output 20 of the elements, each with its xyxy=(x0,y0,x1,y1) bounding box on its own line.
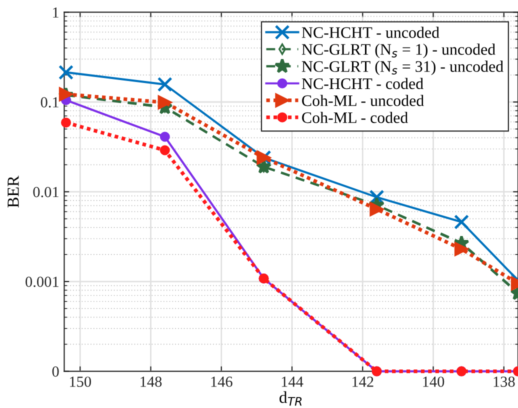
legend-label: Coh-ML - uncoded xyxy=(302,94,424,106)
legend-label: NC-HCHT - uncoded xyxy=(302,26,440,38)
legend-label: NC-HCHT - coded xyxy=(302,78,424,90)
y-tick-label: 0.01 xyxy=(33,186,58,198)
y-tick-label: 1 xyxy=(53,7,58,18)
legend-label: NC-GLRT (N$_{s}$ = 1) - uncoded xyxy=(302,44,496,58)
x-axis-title: d$_{TR}$ xyxy=(280,391,302,406)
x-tick-label: 142 xyxy=(352,376,374,387)
y-tick-label: 0.001 xyxy=(26,276,58,288)
y-axis-title: BER xyxy=(8,176,19,208)
y-tick-label: 0 xyxy=(52,366,59,377)
x-tick-label: 138 xyxy=(494,376,515,387)
legend-label: Coh-ML - coded xyxy=(302,112,408,124)
legend-label: NC-GLRT (N$_{s}$ = 31) - uncoded xyxy=(302,60,504,76)
x-tick-label: 150 xyxy=(70,376,91,387)
x-tick-label: 146 xyxy=(211,376,232,387)
x-tick-label: 148 xyxy=(140,376,162,387)
x-tick-label: 140 xyxy=(423,376,444,387)
y-tick-label: 0.1 xyxy=(40,97,58,108)
x-tick-label: 144 xyxy=(282,376,304,387)
